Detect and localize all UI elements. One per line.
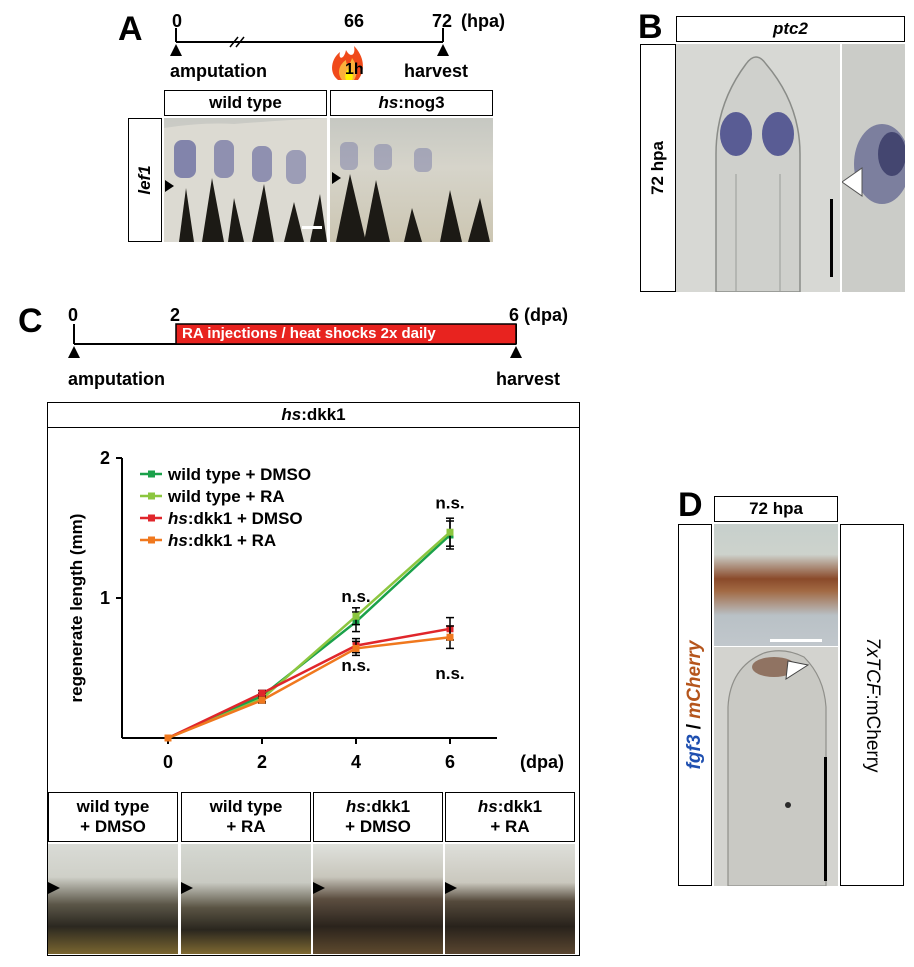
data-point bbox=[352, 612, 360, 620]
data-point bbox=[258, 689, 266, 697]
x-tick-label: 0 bbox=[163, 752, 173, 772]
y-axis-label: regenerate length (mm) bbox=[67, 514, 86, 703]
legend-entry: wild type + DMSO bbox=[167, 465, 311, 484]
c-treatment-bar-label: RA injections / heat shocks 2x daily bbox=[182, 325, 436, 342]
series-line bbox=[167, 627, 451, 740]
a-col-hsnog3: hs:nog3 bbox=[330, 90, 493, 116]
legend-entry: wild type + RA bbox=[167, 487, 285, 506]
a-arrowheads bbox=[165, 172, 341, 192]
x-tick-label: 6 bbox=[445, 752, 455, 772]
ns-annotation: n.s. bbox=[341, 656, 370, 675]
c-time-2: 2 bbox=[170, 305, 181, 325]
legend-entry: hs:dkk1 + DMSO bbox=[168, 509, 303, 528]
b-image-main bbox=[676, 44, 840, 292]
ns-annotation: n.s. bbox=[435, 664, 464, 683]
a-harvest-label: harvest bbox=[404, 61, 469, 81]
panel-d-letter: D bbox=[678, 486, 703, 524]
c-time-0: 0 bbox=[68, 305, 79, 325]
data-point bbox=[164, 734, 172, 742]
legend-marker bbox=[148, 536, 155, 544]
a-image-wildtype bbox=[164, 118, 327, 242]
y-tick-label: 1 bbox=[100, 588, 110, 608]
y-tick-label: 2 bbox=[100, 448, 110, 468]
c-chart-frame bbox=[47, 402, 580, 956]
thumb-image bbox=[48, 844, 178, 954]
a-image-hsnog3 bbox=[330, 118, 493, 242]
d-right-label: 7xTCF:mCherry bbox=[840, 524, 904, 886]
a-time-unit: (hpa) bbox=[461, 11, 505, 31]
x-axis-label: (dpa) bbox=[520, 752, 564, 772]
thumb-label: hs:dkk1 + RA bbox=[445, 792, 575, 842]
panel-b-letter: B bbox=[638, 8, 663, 46]
panel-a-letter: A bbox=[118, 10, 143, 48]
x-tick-label: 4 bbox=[351, 752, 361, 772]
legend-marker bbox=[148, 492, 155, 500]
thumb-image bbox=[313, 844, 443, 954]
d-image-zoom bbox=[714, 524, 838, 646]
a-heat-label: 1h bbox=[345, 61, 364, 78]
legend-marker bbox=[148, 470, 155, 478]
panel-c-letter: C bbox=[18, 302, 43, 340]
d-image-main bbox=[714, 647, 838, 886]
regenerate-length-chart: 0 2 4 6 (dpa) 1 2 regenerate length (mm) wild t… bbox=[67, 448, 564, 772]
legend-entry: hs:dkk1 + RA bbox=[168, 531, 276, 550]
c-amputation-label: amputation bbox=[68, 369, 165, 389]
b-image-zoom bbox=[842, 44, 905, 292]
panel-c-timeline bbox=[68, 323, 522, 358]
d-left-label: fgf3 / mCherry bbox=[678, 524, 712, 886]
ns-annotation: n.s. bbox=[435, 493, 464, 512]
d-title: 72 hpa bbox=[714, 496, 838, 522]
thumb-label: hs:dkk1 + DMSO bbox=[313, 792, 443, 842]
a-amputation-label: amputation bbox=[170, 61, 267, 81]
a-time-72: 72 bbox=[432, 11, 453, 31]
thumb-label: wild type + DMSO bbox=[48, 792, 178, 842]
data-point bbox=[446, 528, 454, 536]
a-col-wildtype: wild type bbox=[164, 90, 327, 116]
x-tick-label: 2 bbox=[257, 752, 267, 772]
panel-a-timeline bbox=[170, 28, 449, 80]
series-line bbox=[167, 635, 451, 740]
data-point bbox=[258, 696, 266, 704]
legend-marker bbox=[148, 514, 155, 522]
a-row-lef1: lef1 bbox=[128, 118, 162, 242]
flame-icon bbox=[332, 46, 363, 80]
thumb-image bbox=[445, 844, 575, 954]
c-time-unit: (dpa) bbox=[524, 305, 568, 325]
c-harvest-label: harvest bbox=[496, 369, 561, 389]
data-point bbox=[446, 633, 454, 641]
a-time-66: 66 bbox=[344, 11, 365, 31]
a-time-0: 0 bbox=[172, 11, 183, 31]
thumb-image bbox=[181, 844, 311, 954]
ns-annotation: n.s. bbox=[341, 587, 370, 606]
b-title: ptc2 bbox=[676, 16, 905, 42]
data-point bbox=[352, 644, 360, 652]
thumb-label: wild type + RA bbox=[181, 792, 311, 842]
c-chart-header: hs:dkk1 bbox=[47, 402, 580, 428]
b-row-72hpa: 72 hpa bbox=[640, 44, 676, 292]
c-time-6: 6 bbox=[509, 305, 520, 325]
